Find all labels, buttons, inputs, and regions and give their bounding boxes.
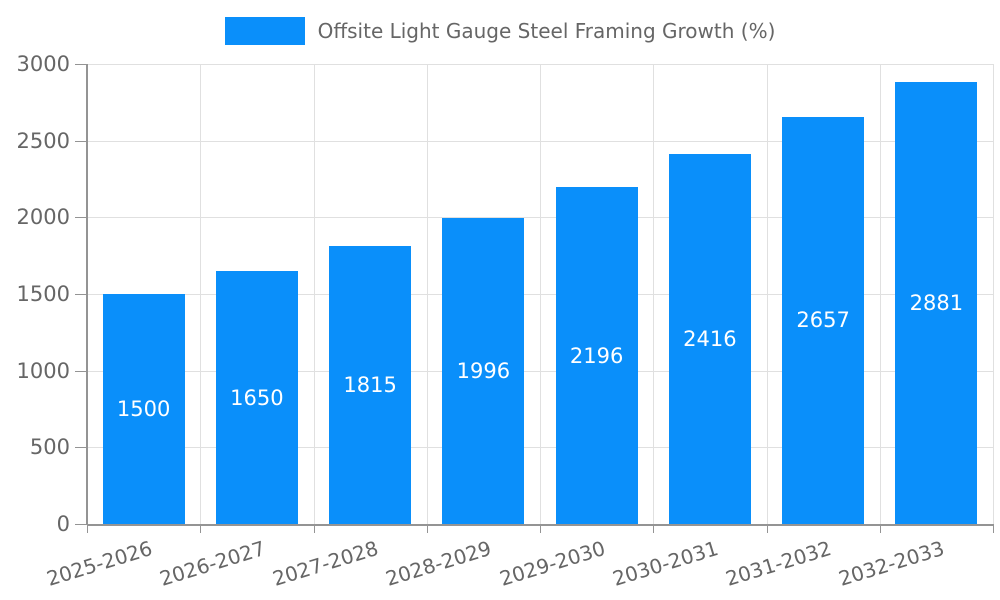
bar[interactable]: [215, 271, 298, 524]
bar-value-label: 2881: [909, 291, 964, 316]
gridline-vertical: [993, 64, 994, 524]
y-tick-label: 0: [56, 512, 70, 536]
bar-value-label: 2416: [683, 326, 737, 351]
bar-value-label: 1500: [116, 397, 171, 421]
x-tick: [993, 524, 994, 533]
x-tick: [200, 524, 202, 533]
bar-value-label: 1650: [230, 385, 284, 410]
y-tick: [75, 140, 87, 142]
bar-value-label: 1996: [456, 358, 511, 383]
x-tick: [653, 524, 655, 533]
gridline-vertical: [879, 64, 881, 524]
x-tick-label: 2025-2026: [43, 536, 155, 591]
x-tick-label: 2032-2033: [836, 536, 948, 591]
y-tick-label: 2500: [16, 128, 70, 153]
y-tick-label: 2000: [16, 205, 70, 230]
y-tick: [75, 294, 87, 295]
x-tick: [313, 524, 315, 533]
legend-swatch: [224, 17, 305, 45]
bar[interactable]: [782, 116, 865, 524]
x-tick-label: 2030-2031: [609, 536, 721, 591]
x-tick: [766, 524, 768, 533]
bar[interactable]: [442, 217, 525, 524]
gridline-vertical: [200, 64, 202, 524]
y-tick: [75, 524, 87, 525]
bar[interactable]: [329, 245, 412, 524]
y-tick-label: 500: [29, 435, 70, 460]
gridline-vertical: [313, 64, 315, 524]
x-tick-label: 2029-2030: [496, 536, 608, 591]
x-tick: [426, 524, 428, 533]
x-tick: [540, 524, 541, 533]
bar[interactable]: [102, 294, 185, 524]
bar-value-label: 2657: [796, 308, 850, 333]
gridline-vertical: [426, 64, 428, 524]
y-tick: [75, 370, 87, 372]
y-tick: [75, 447, 87, 449]
y-tick-label: 3000: [16, 52, 70, 76]
x-tick-label: 2031-2032: [722, 536, 835, 591]
y-tick: [75, 217, 87, 219]
x-tick-label: 2027-2028: [269, 536, 382, 591]
bar[interactable]: [895, 82, 978, 524]
legend-label: Offsite Light Gauge Steel Framing Growth…: [317, 19, 776, 43]
chart-legend[interactable]: Offsite Light Gauge Steel Framing Growth…: [0, 17, 1000, 45]
gridline-vertical: [653, 64, 655, 524]
x-tick-label: 2026-2027: [156, 536, 268, 591]
bar-value-label: 1815: [343, 372, 397, 397]
bar[interactable]: [668, 153, 751, 524]
y-tick-label: 1500: [16, 282, 70, 306]
y-tick-label: 1000: [16, 358, 70, 383]
gridline-vertical: [540, 64, 541, 524]
x-tick-label: 2028-2029: [383, 536, 495, 591]
y-tick: [75, 64, 87, 65]
gridline-vertical: [766, 64, 768, 524]
bar[interactable]: [555, 187, 638, 524]
y-axis-line: [86, 64, 88, 524]
bar-value-label: 2196: [569, 343, 624, 368]
x-tick: [87, 524, 88, 533]
x-tick: [879, 524, 881, 533]
